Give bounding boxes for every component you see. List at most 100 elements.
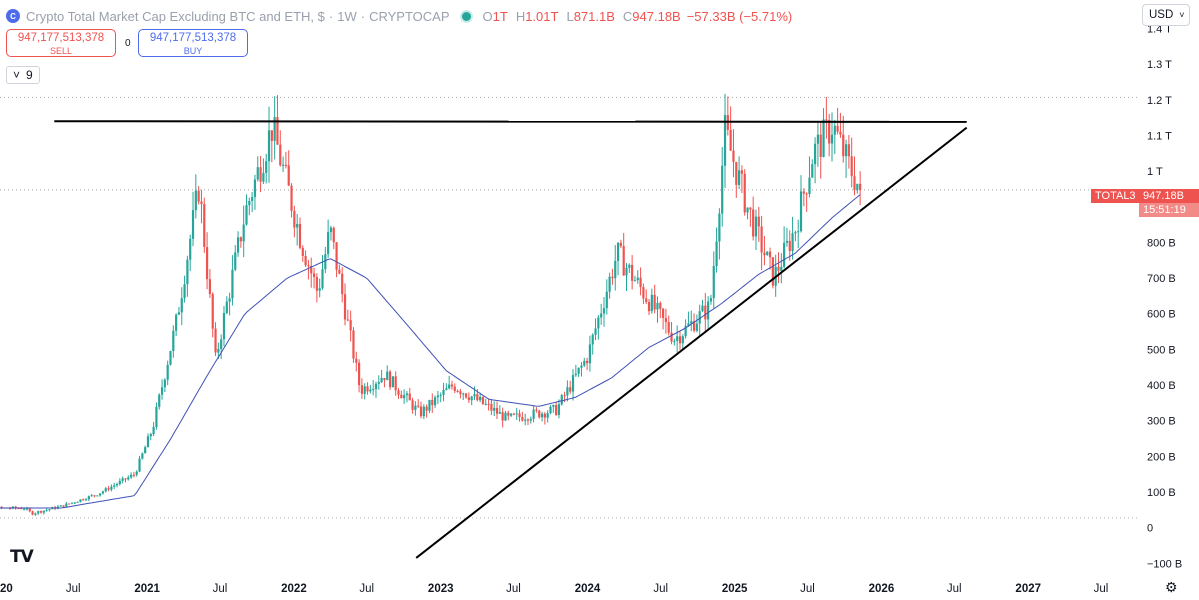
- candle-body: [729, 129, 732, 151]
- currency-select[interactable]: USD ˅: [1142, 4, 1190, 26]
- candle-body: [495, 407, 499, 414]
- candle-body: [532, 409, 535, 419]
- candle-body: [76, 501, 79, 503]
- trendlines[interactable]: [54, 120, 968, 559]
- trendline[interactable]: [54, 120, 967, 123]
- candle-body: [504, 412, 507, 421]
- candle-body: [602, 308, 606, 314]
- candle-body: [377, 382, 380, 384]
- x-tick-label: 2023: [428, 583, 454, 595]
- price-axis[interactable]: 1.4 T 1.3 T 1.2 T 1.1 T 1 T 800 B 700 B 600 B 50…: [1147, 24, 1182, 571]
- last-price-tag: 947.18B: [1139, 189, 1199, 203]
- gear-icon[interactable]: ⚙: [1165, 579, 1178, 595]
- y-tick-label: 100 B: [1147, 487, 1176, 499]
- indicator-count: 9: [26, 68, 33, 82]
- candle-body: [259, 167, 262, 182]
- candle-body: [307, 265, 310, 267]
- sell-button[interactable]: 947,177,513,378 SELL: [6, 29, 116, 57]
- time-axis[interactable]: 2020 Jul 2021 Jul 2022 Jul 2023 Jul 2024 Jul 2025 J…: [0, 583, 1108, 595]
- trendline[interactable]: [415, 126, 968, 559]
- candle-body: [158, 394, 161, 407]
- candle-body: [242, 224, 245, 242]
- candle-body: [833, 125, 836, 135]
- symbol-name-tag: TOTAL3: [1091, 189, 1140, 203]
- candle-body: [417, 405, 420, 407]
- candle-body: [614, 260, 617, 279]
- candle-body: [676, 336, 679, 341]
- candle-body: [490, 403, 493, 411]
- candle-body: [284, 164, 288, 166]
- candle-body: [715, 241, 718, 267]
- candle-body: [859, 183, 862, 190]
- candle-body: [265, 161, 268, 173]
- ohlc-close-label: C: [622, 8, 633, 24]
- candle-body: [369, 389, 372, 392]
- candle-body: [349, 320, 352, 331]
- candle-body: [540, 413, 544, 418]
- candle-body: [87, 496, 90, 500]
- candle-body: [211, 293, 214, 329]
- candle-body: [459, 391, 462, 395]
- candle-body: [115, 484, 119, 486]
- candle-body: [436, 395, 440, 398]
- candle-body: [96, 495, 99, 497]
- candle-body: [225, 301, 228, 314]
- sell-label: SELL: [49, 46, 73, 56]
- candle-body: [327, 232, 330, 255]
- candle-body: [403, 395, 406, 399]
- ohlc-low-label: L: [566, 8, 574, 24]
- candle-body: [712, 266, 715, 299]
- tradingview-logo[interactable]: TV: [10, 547, 34, 567]
- sell-price: 947,177,513,378: [17, 32, 105, 44]
- indicators-toggle[interactable]: ˅ 9: [6, 66, 40, 84]
- y-tick-label: 200 B: [1147, 451, 1176, 463]
- market-status-icon[interactable]: [459, 9, 473, 23]
- candle-body: [501, 412, 504, 421]
- candle-body: [270, 130, 273, 141]
- x-tick-label: Jul: [1094, 583, 1109, 595]
- candle-body: [822, 119, 825, 157]
- candle-body: [239, 237, 242, 242]
- cryptocap-logo-icon: C: [6, 9, 20, 23]
- candle-body: [853, 176, 856, 190]
- candle-body: [571, 375, 575, 392]
- candle-body: [650, 294, 653, 312]
- buy-button[interactable]: 947,177,513,378 BUY: [138, 29, 248, 57]
- symbol-title[interactable]: Crypto Total Market Cap Excluding BTC an…: [26, 8, 325, 24]
- candle-body: [659, 302, 662, 309]
- y-tick-label: 500 B: [1147, 344, 1176, 356]
- candle-body: [842, 134, 845, 157]
- candle-body: [698, 311, 701, 324]
- candle-body: [107, 488, 110, 490]
- candle-body: [217, 348, 220, 353]
- y-tick-label: 1.3 T: [1147, 59, 1172, 71]
- candle-body: [186, 259, 189, 285]
- candle-body: [31, 511, 34, 515]
- interval-label[interactable]: 1W: [337, 8, 357, 24]
- candle-body: [234, 252, 237, 270]
- candle-body: [428, 399, 431, 411]
- candle-body: [656, 302, 659, 310]
- candle-body: [205, 247, 209, 280]
- candle-body: [439, 394, 442, 396]
- candle-body: [25, 508, 29, 510]
- candle-body: [453, 386, 456, 391]
- candle-body: [355, 358, 358, 363]
- candle-body: [388, 371, 392, 388]
- candle-body: [273, 117, 276, 141]
- candle-body: [746, 207, 749, 213]
- spread-value: 0: [125, 38, 131, 49]
- candlesticks: [0, 93, 862, 516]
- legend-header: C Crypto Total Market Cap Excluding BTC …: [6, 8, 798, 24]
- candle-body: [498, 412, 501, 414]
- candle-body: [397, 390, 400, 395]
- exchange-label[interactable]: CRYPTOCAP: [369, 8, 450, 24]
- candle-body: [670, 332, 673, 342]
- candle-body: [414, 405, 417, 410]
- candle-body: [245, 205, 248, 225]
- candle-body: [394, 376, 397, 391]
- ohlc-high-value: 1.01T: [525, 8, 559, 24]
- candle-body: [222, 313, 226, 340]
- candle-body: [780, 266, 783, 271]
